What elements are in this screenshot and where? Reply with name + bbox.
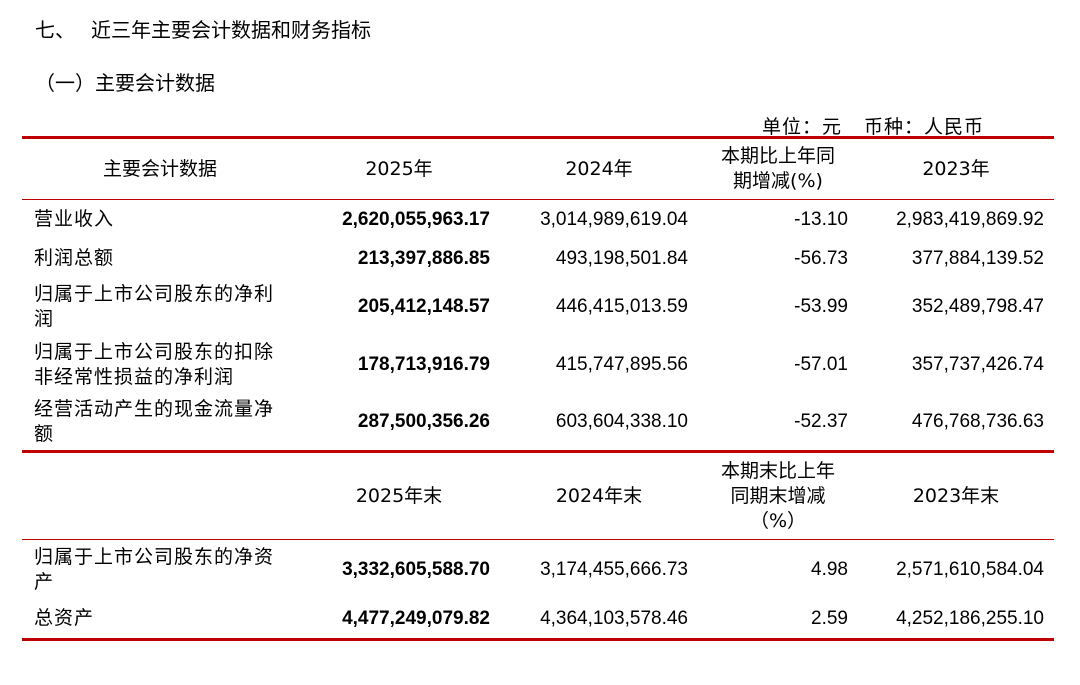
header-item-blank — [22, 450, 298, 540]
table1-header-row: 主要会计数据 2025年 2024年 本期比上年同期增减(%) 2023年 — [22, 136, 1054, 200]
header-2024: 2024年 — [500, 136, 698, 200]
header-2023-end: 2023年末 — [858, 450, 1054, 540]
table-row: 归属于上市公司股东的净利润 205,412,148.57 446,415,013… — [34, 282, 1044, 330]
section-number: 七、 — [35, 18, 75, 42]
subsection-title: （一）主要会计数据 — [35, 71, 215, 95]
header-2025-end: 2025年末 — [298, 450, 500, 540]
header-2025: 2025年 — [298, 136, 500, 200]
header-2024-end: 2024年末 — [500, 450, 698, 540]
table-row: 营业收入 2,620,055,963.17 3,014,989,619.04 -… — [34, 208, 1044, 231]
unit-line: 单位：元 币种：人民币 — [762, 112, 984, 139]
accounting-data-table: 主要会计数据 2025年 2024年 本期比上年同期增减(%) 2023年 营业… — [22, 136, 1054, 641]
table2-header-row: 2025年末 2024年末 本期末比上年同期末增减（%） 2023年末 — [22, 450, 1054, 540]
table-row: 总资产 4,477,249,079.82 4,364,103,578.46 2.… — [22, 599, 1054, 641]
header-item: 主要会计数据 — [22, 136, 298, 200]
section-title: 七、 近三年主要会计数据和财务指标 — [35, 14, 371, 43]
unit-label: 单位：元 — [761, 116, 842, 138]
table-row: 利润总额 213,397,886.85 493,198,501.84 -56.7… — [34, 247, 1044, 269]
header-change: 本期比上年同期增减(%) — [698, 136, 858, 200]
currency-label: 币种：人民币 — [863, 116, 984, 138]
table-row: 归属于上市公司股东的扣除非经常性损益的净利润 178,713,916.79 41… — [34, 340, 1044, 388]
header-change-end: 本期末比上年同期末增减（%） — [698, 450, 858, 540]
header-2023: 2023年 — [858, 136, 1054, 200]
section-title-text: 近三年主要会计数据和财务指标 — [91, 18, 371, 42]
table-row: 归属于上市公司股东的净资产 3,332,605,588.70 3,174,455… — [34, 545, 1044, 593]
table-row: 经营活动产生的现金流量净额 287,500,356.26 603,604,338… — [34, 397, 1044, 445]
